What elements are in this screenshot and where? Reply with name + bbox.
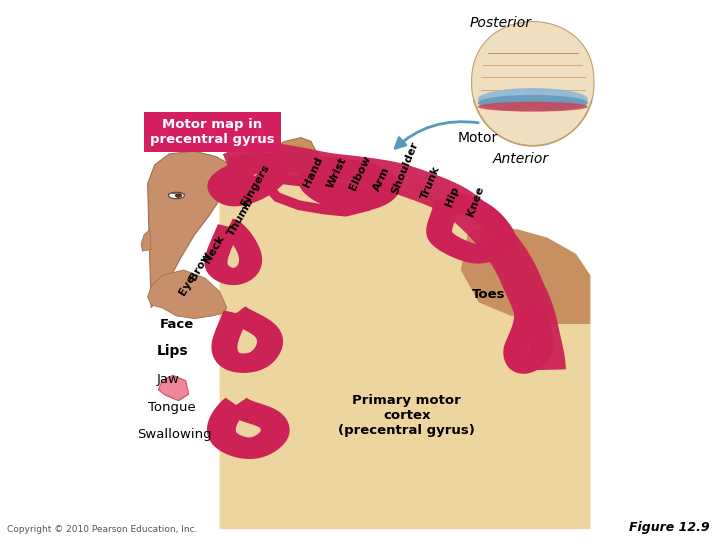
- Text: Figure 12.9: Figure 12.9: [629, 521, 709, 534]
- Text: Hand: Hand: [302, 156, 325, 189]
- Polygon shape: [265, 138, 315, 154]
- Polygon shape: [207, 152, 288, 206]
- Text: Swallowing: Swallowing: [137, 428, 212, 441]
- Text: Primary motor
cortex
(precentral gyrus): Primary motor cortex (precentral gyrus): [338, 394, 475, 437]
- Polygon shape: [204, 219, 262, 285]
- Text: Thumb: Thumb: [226, 195, 256, 238]
- Polygon shape: [148, 270, 227, 319]
- Text: Fingers: Fingers: [240, 163, 271, 208]
- Polygon shape: [212, 306, 283, 373]
- Polygon shape: [252, 146, 324, 173]
- Text: Wrist: Wrist: [325, 156, 348, 190]
- Text: Anterior: Anterior: [493, 152, 549, 166]
- Text: Neck: Neck: [202, 233, 227, 265]
- Text: Posterior: Posterior: [469, 16, 531, 30]
- Text: Copyright © 2010 Pearson Education, Inc.: Copyright © 2010 Pearson Education, Inc.: [7, 524, 198, 534]
- Polygon shape: [141, 230, 151, 251]
- Polygon shape: [148, 151, 234, 308]
- Ellipse shape: [168, 192, 184, 199]
- Text: Motor: Motor: [457, 131, 498, 145]
- Polygon shape: [426, 191, 516, 264]
- Text: Tongue: Tongue: [148, 401, 195, 414]
- Text: Elbow: Elbow: [348, 154, 372, 192]
- Text: Motor map in
precentral gyrus: Motor map in precentral gyrus: [150, 118, 275, 146]
- Polygon shape: [299, 156, 400, 212]
- Text: Arm: Arm: [372, 165, 392, 193]
- Text: Face: Face: [160, 318, 194, 330]
- Polygon shape: [222, 141, 566, 370]
- Polygon shape: [158, 375, 189, 401]
- Text: Hip: Hip: [444, 185, 461, 208]
- Text: Trunk: Trunk: [419, 165, 442, 201]
- Polygon shape: [270, 178, 374, 212]
- Text: Eye: Eye: [177, 273, 197, 297]
- Ellipse shape: [477, 95, 588, 111]
- Ellipse shape: [175, 193, 182, 198]
- Ellipse shape: [477, 102, 588, 112]
- Polygon shape: [461, 227, 590, 324]
- Polygon shape: [472, 22, 594, 146]
- Polygon shape: [207, 397, 289, 459]
- Ellipse shape: [477, 88, 588, 110]
- Text: Brow: Brow: [188, 249, 212, 282]
- Text: Toes: Toes: [472, 288, 505, 301]
- Text: Jaw: Jaw: [157, 373, 180, 386]
- Polygon shape: [220, 162, 590, 529]
- Text: Lips: Lips: [157, 344, 189, 358]
- Polygon shape: [503, 300, 553, 374]
- Text: Shoulder: Shoulder: [390, 140, 420, 195]
- Text: Knee: Knee: [465, 185, 485, 218]
